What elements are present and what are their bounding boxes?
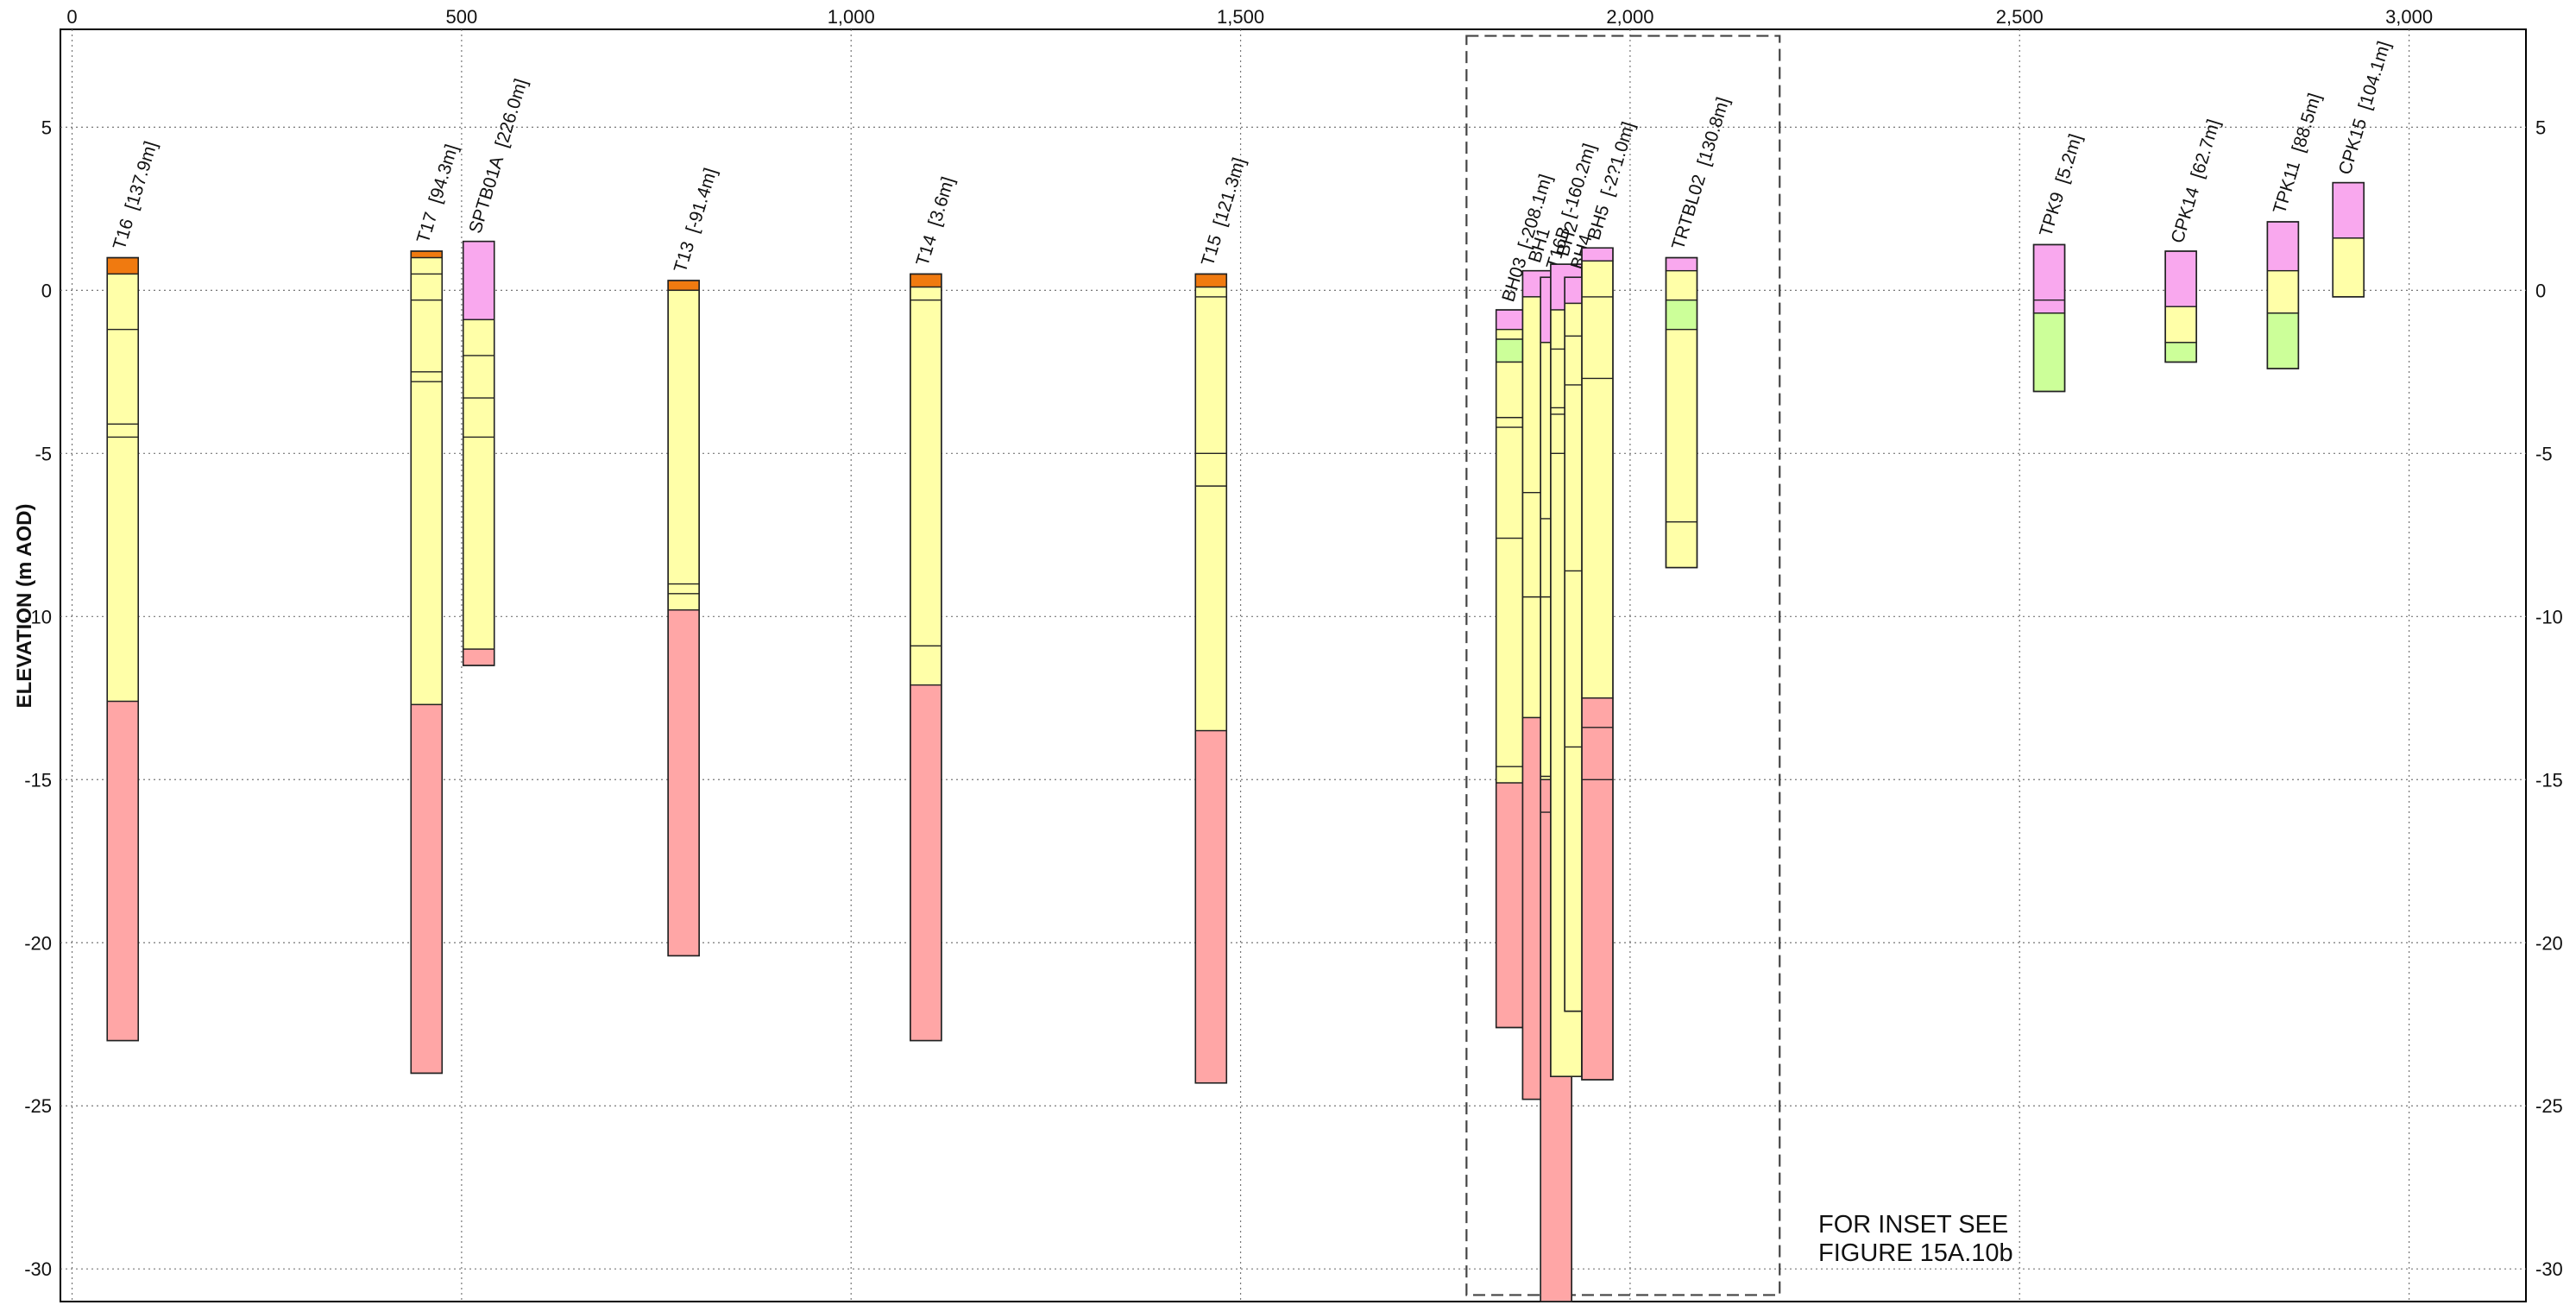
stratum-superficial <box>2266 269 2300 314</box>
stratum-superficial <box>410 256 443 706</box>
y-tick-label-right: -10 <box>2535 606 2563 627</box>
stratum-made_ground <box>1581 247 1614 262</box>
stratum-topsoil <box>410 250 443 259</box>
stratum-made_ground <box>463 240 495 321</box>
stratum-superficial <box>463 318 495 650</box>
y-tick-label: 5 <box>41 117 52 138</box>
borehole-logs: T16[137.9m]T17[94.3m] SPTB01A[226.0m]T13[… <box>106 39 2395 1302</box>
stratum-made_ground <box>2266 221 2300 272</box>
y-tick-label: -15 <box>24 769 52 791</box>
borehole-outline <box>410 250 444 1075</box>
y-tick-label-right: -20 <box>2535 932 2563 954</box>
borehole-outline <box>1581 247 1614 1081</box>
borehole-outline <box>462 240 495 666</box>
stratum-superficial <box>2164 306 2197 344</box>
gridlines <box>60 29 2526 1302</box>
stratum-superficial <box>1665 329 1698 569</box>
stratum-superficial <box>2332 237 2365 298</box>
y-tick-label-right: -15 <box>2535 769 2563 791</box>
borehole-outline <box>910 273 942 1042</box>
stratum-superficial <box>106 273 139 703</box>
stratum-made_ground <box>2332 181 2365 239</box>
borehole-outline <box>106 256 140 1042</box>
y-tick-label: -30 <box>24 1258 52 1280</box>
inset-note-line1: FOR INSET SEE <box>1818 1211 2008 1239</box>
y-tick-label: -5 <box>35 443 52 464</box>
y-tick-label-right: 0 <box>2535 280 2546 301</box>
x-tick-label: 500 <box>446 6 478 28</box>
stratum-bedrock <box>910 684 942 1042</box>
y-tick-label-right: -5 <box>2535 443 2553 464</box>
borehole-t16: T16[137.9m] <box>106 139 161 1042</box>
x-tick-label: 0 <box>66 6 77 28</box>
inset-note-line2: FIGURE 15A.10b <box>1818 1239 2013 1267</box>
borehole-bh5: BH5[-2?1.0m] <box>1581 120 1639 1081</box>
stratum-bedrock <box>410 703 443 1075</box>
stratum-topsoil <box>106 256 139 275</box>
x-tick-label: 1,500 <box>1217 6 1264 28</box>
stratum-granular <box>2164 342 2197 363</box>
stratum-made_ground <box>1665 256 1698 272</box>
y-tick-label-right: 5 <box>2535 117 2546 138</box>
y-tick-label: -20 <box>24 932 52 954</box>
stratum-granular <box>2032 312 2066 393</box>
y-tick-label: -25 <box>24 1095 52 1117</box>
stratum-topsoil <box>1194 273 1227 288</box>
stratum-superficial <box>667 289 700 611</box>
borehole-t17: T17[94.3m] <box>410 142 462 1075</box>
stratum-bedrock <box>667 609 700 957</box>
x-tick-label: 1,000 <box>828 6 875 28</box>
stratum-bedrock <box>106 700 139 1042</box>
x-tick-label: 3,000 <box>2385 6 2433 28</box>
y-tick-label-right: -30 <box>2535 1258 2563 1280</box>
stratum-granular <box>2266 312 2300 369</box>
borehole-outline <box>2032 243 2066 393</box>
y-tick-label: -10 <box>24 606 52 627</box>
x-tick-label: 2,000 <box>1606 6 1653 28</box>
stratum-granular <box>1665 299 1698 331</box>
x-axis-ticks: 0 500 1,000 1,500 2,000 2,500 3,000 <box>66 6 2433 28</box>
stratum-bedrock <box>463 648 495 666</box>
stratum-superficial <box>1581 260 1614 699</box>
x-tick-label: 2,500 <box>1996 6 2044 28</box>
stratum-bedrock <box>1194 729 1227 1084</box>
stratum-topsoil <box>910 273 942 288</box>
y-axis-ticks-right: 5 0 -5 -10 -15 -20 -25 -30 <box>2535 117 2563 1280</box>
borehole-outline <box>2164 250 2197 363</box>
inset-boundary <box>1465 35 1781 1296</box>
stratum-superficial <box>1665 269 1698 301</box>
stratum-topsoil <box>667 280 700 292</box>
borehole-outline <box>2266 221 2300 369</box>
borehole-outline <box>1665 256 1698 569</box>
inset-box <box>1465 35 1781 1296</box>
borehole-outline <box>667 280 700 957</box>
y-axis-label: ELEVATION (m AOD) <box>13 504 36 709</box>
stratum-superficial <box>1194 286 1227 732</box>
borehole-outline <box>2332 181 2365 298</box>
borehole-t13: T13[-91.4m] <box>667 166 721 957</box>
borehole-outline <box>1194 273 1228 1084</box>
stratum-bedrock <box>1581 697 1614 1081</box>
y-axis-ticks-left: 5 0 -5 -10 -15 -20 -25 -30 <box>24 117 52 1280</box>
stratum-made_ground <box>2164 250 2197 307</box>
y-tick-label-right: -25 <box>2535 1095 2563 1117</box>
stratum-made_ground <box>2032 243 2066 314</box>
y-tick-label: 0 <box>41 280 52 301</box>
stratum-superficial <box>910 286 942 686</box>
borehole-t14: T14[3.6m] <box>910 174 959 1042</box>
